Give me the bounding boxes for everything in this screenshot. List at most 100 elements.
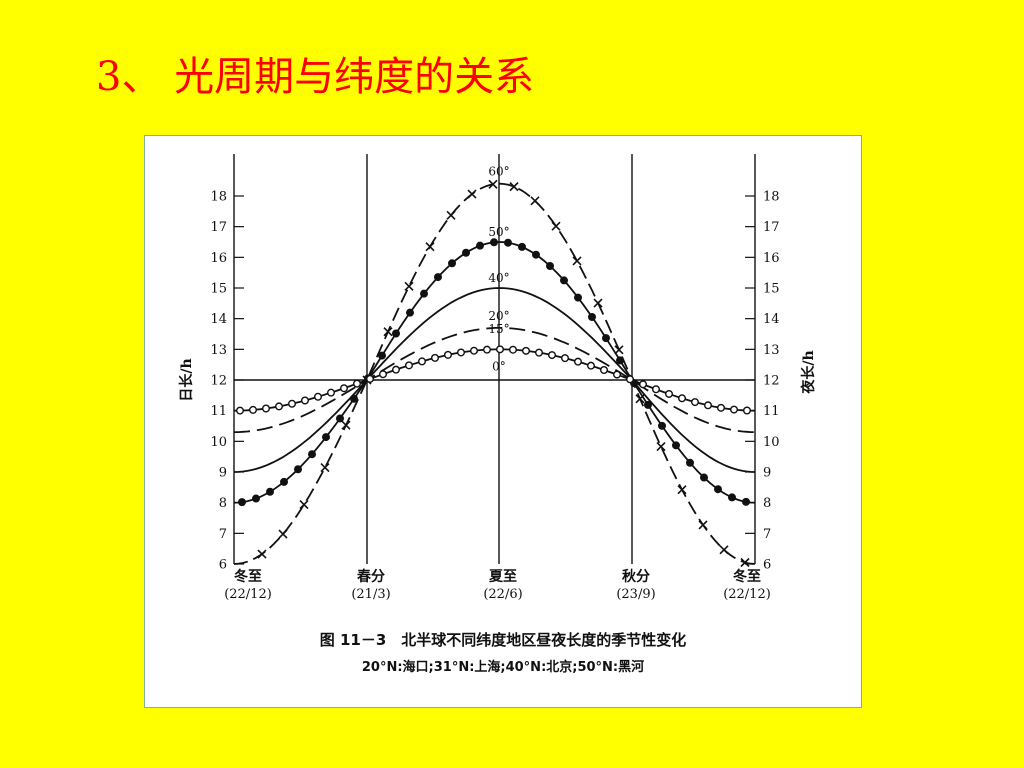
series-point-50deg — [462, 248, 470, 257]
series-point-60deg — [446, 210, 456, 220]
series-point-50deg — [672, 441, 680, 450]
series-point-0deg — [470, 346, 479, 355]
series-point-0deg — [678, 394, 687, 403]
series-point-50deg — [420, 289, 428, 298]
category-date: (23/9) — [616, 587, 655, 602]
series-point-50deg — [686, 458, 694, 467]
series-point-0deg — [561, 354, 570, 363]
left-tick-label: 12 — [210, 374, 227, 389]
series-point-0deg — [574, 357, 583, 366]
right-tick-label: 13 — [763, 343, 780, 358]
series-point-50deg — [392, 329, 400, 338]
series-point-50deg — [658, 421, 666, 430]
series-point-60deg — [257, 549, 267, 559]
series-point-50deg — [448, 259, 456, 268]
right-tick-label: 9 — [763, 466, 771, 481]
series-point-0deg — [522, 346, 531, 355]
series-point-0deg — [378, 370, 387, 379]
left-tick-label: 17 — [210, 220, 227, 235]
series-point-60deg — [341, 420, 351, 430]
series-label: 15° — [488, 322, 509, 336]
right-tick-label: 8 — [763, 496, 771, 511]
series-point-0deg — [261, 404, 270, 413]
series-label: 40° — [488, 271, 509, 285]
category-date: (22/12) — [723, 587, 771, 602]
series-label: 20° — [488, 309, 509, 323]
series-point-60deg — [467, 189, 477, 199]
series-point-0deg — [444, 350, 453, 359]
series-point-60deg — [572, 256, 582, 266]
series-point-50deg — [714, 485, 722, 494]
series-point-60deg — [320, 463, 330, 473]
left-tick-label: 6 — [219, 558, 227, 573]
series-point-50deg — [700, 473, 708, 482]
series-point-50deg — [560, 276, 568, 285]
category-name: 春分 — [356, 568, 385, 585]
category-date: (21/3) — [351, 587, 390, 602]
left-tick-label: 16 — [210, 251, 227, 266]
series-point-50deg — [490, 238, 498, 247]
series-point-60deg — [404, 281, 414, 291]
series-point-50deg — [728, 493, 736, 502]
series-point-0deg — [457, 348, 466, 357]
series-label: 50° — [488, 225, 509, 239]
series-point-0deg — [535, 348, 544, 357]
series-point-0deg — [587, 361, 596, 370]
series-point-0deg — [483, 345, 492, 354]
series-label: 0° — [492, 359, 506, 373]
series-point-60deg — [635, 394, 645, 404]
category-name: 冬至 — [733, 568, 761, 585]
figure-caption: 图 11－3 北半球不同纬度地区昼夜长度的季节性变化 — [320, 631, 687, 649]
series-point-50deg — [238, 498, 246, 507]
right-tick-label: 11 — [763, 404, 780, 419]
left-tick-label: 14 — [210, 312, 227, 327]
series-line-50deg — [233, 241, 756, 504]
series-point-0deg — [248, 405, 257, 414]
series-point-0deg — [313, 392, 322, 401]
series-point-0deg — [391, 365, 400, 374]
right-tick-label: 15 — [763, 282, 780, 297]
series-point-50deg — [280, 477, 288, 486]
series-point-0deg — [496, 345, 505, 354]
left-tick-label: 7 — [219, 527, 227, 542]
series-point-0deg — [274, 402, 283, 411]
series-point-0deg — [431, 353, 440, 362]
y-axis-label-right: 夜长/h — [800, 350, 817, 394]
series-point-0deg — [326, 388, 335, 397]
left-tick-label: 9 — [219, 466, 227, 481]
slide-title: 3、 光周期与纬度的关系 — [96, 54, 535, 100]
series-point-50deg — [266, 487, 274, 496]
category-name: 夏至 — [489, 568, 517, 585]
series-point-50deg — [588, 312, 596, 321]
series-point-0deg — [365, 374, 374, 383]
series-point-0deg — [418, 357, 427, 366]
series-line-60deg — [233, 182, 756, 565]
series-point-60deg — [593, 298, 603, 308]
series-point-0deg — [600, 366, 609, 375]
series-point-50deg — [504, 238, 512, 247]
right-tick-label: 10 — [763, 435, 780, 450]
series-point-60deg — [488, 179, 498, 189]
series-point-60deg — [677, 485, 687, 495]
series-point-0deg — [548, 351, 557, 360]
category-name: 秋分 — [622, 568, 650, 585]
day-length-chart: 6 7 8 9 10 11 12 13 14 15 16 17 18 18 17 16 15 14 13 12 11 10… — [178, 154, 817, 675]
series-line-40deg — [233, 287, 756, 473]
series-point-50deg — [644, 400, 652, 409]
y-axis-label-left: 日长/h — [178, 358, 195, 401]
right-tick-label: 16 — [763, 251, 780, 266]
series-point-50deg — [602, 334, 610, 343]
series-point-60deg — [698, 520, 708, 530]
series-point-0deg — [691, 398, 700, 407]
series-point-0deg — [352, 379, 361, 388]
right-tick-label: 7 — [763, 527, 771, 542]
series-point-60deg — [278, 529, 288, 539]
series-point-50deg — [518, 242, 526, 251]
series-point-50deg — [350, 394, 358, 403]
series-point-0deg — [639, 380, 648, 389]
series-point-50deg — [476, 241, 484, 250]
figure-frame: 6 7 8 9 10 11 12 13 14 15 16 17 18 18 17 16 15 14 13 12 11 10… — [144, 135, 862, 708]
right-tick-label: 18 — [763, 190, 780, 205]
series-point-60deg — [719, 545, 729, 555]
series-point-60deg — [530, 196, 540, 206]
